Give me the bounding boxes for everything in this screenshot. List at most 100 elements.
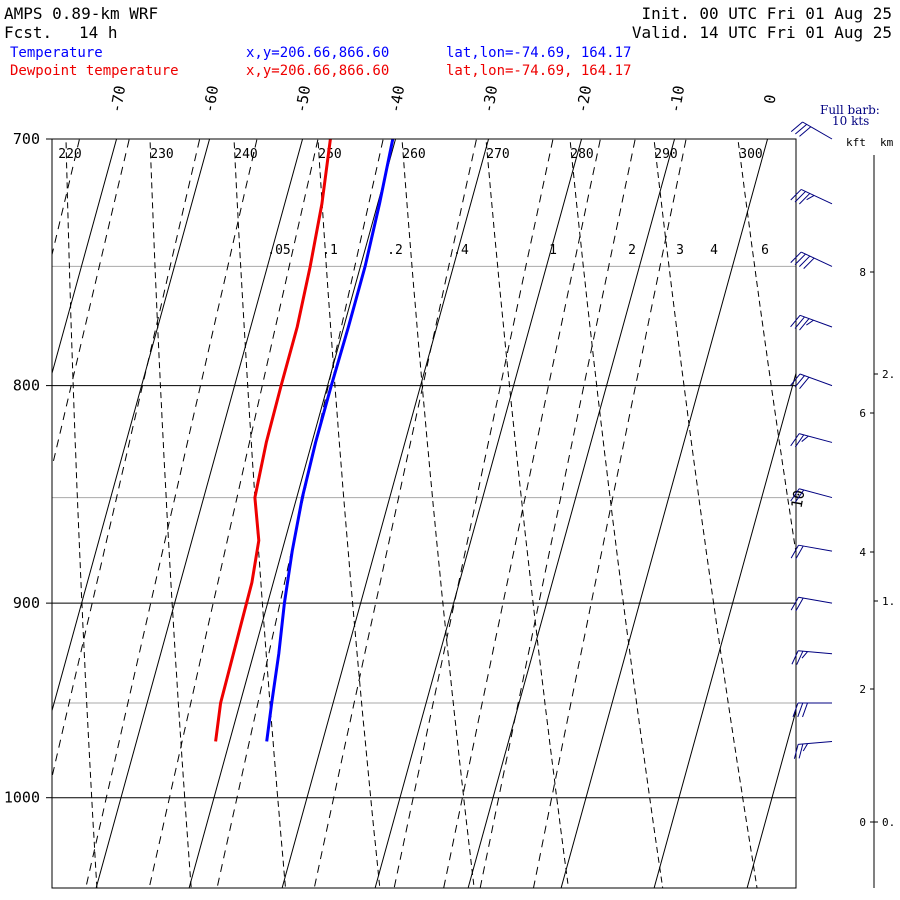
wind-barb-feather [794, 191, 806, 203]
wind-barb [790, 251, 833, 270]
mixing-ratio-label: 1 [549, 243, 557, 258]
wind-barb-feather [806, 319, 814, 326]
wind-barb-feather [790, 488, 800, 502]
barb-legend-line2: 10 kts [832, 114, 869, 128]
pressure-label-1000: 1000 [4, 789, 40, 807]
pressure-label-900: 900 [13, 594, 40, 612]
wind-barb-feather [797, 702, 804, 718]
wind-barb [790, 433, 833, 448]
legend-temperature-latlon: lat,lon=-74.69, 164.17 [446, 45, 632, 61]
plot-frame [51, 138, 797, 889]
wind-barb-feather [795, 545, 804, 560]
dry-adiabat-label: 260 [402, 147, 425, 162]
wind-barb-feather [799, 255, 811, 267]
wind-barb-feather [794, 375, 805, 388]
temperature-profile [265, 139, 395, 742]
forecast-hour: 14 h [79, 23, 118, 42]
legend-temperature-name: Temperature [10, 45, 103, 61]
dry-adiabat-300 [653, 139, 758, 888]
dry-adiabat-270 [401, 139, 475, 888]
isotherm--40 [95, 139, 304, 888]
init-time: Init. 00 UTC Fri 01 Aug 25 [641, 4, 892, 23]
mixing-ratio-1 [313, 139, 478, 888]
isotherm-label: -50 [292, 84, 314, 114]
wind-barb-feather [798, 743, 804, 759]
dry-adiabat-250 [233, 139, 287, 888]
km-label: 2. [882, 368, 895, 381]
mixing-ratio-label: 6 [761, 243, 769, 258]
wind-barb [792, 702, 832, 718]
isotherm--30 [188, 139, 397, 888]
wind-barb-feather [790, 251, 802, 263]
wind-barb-feather [795, 123, 808, 135]
isotherm-30 [746, 708, 796, 888]
mixing-ratio-3 [443, 139, 601, 888]
dry-adiabat-label: 230 [150, 147, 173, 162]
dewpoint-profile [214, 139, 332, 742]
wind-barb [790, 188, 833, 205]
wind-barb [790, 488, 833, 503]
mixing-ratio-0.2 [148, 139, 319, 888]
dry-adiabat-label: 240 [234, 147, 257, 162]
wind-barb-feather [794, 316, 805, 329]
pressure-label-700: 700 [13, 130, 40, 148]
legend-dewpoint-xy: x,y=206.66,866.60 [246, 63, 390, 79]
isotherm--50 [52, 139, 211, 713]
dry-adiabat-label: 270 [486, 147, 509, 162]
mixing-ratio-0.01 [52, 139, 81, 257]
kft-label: 2 [859, 683, 866, 696]
wind-barb-feather [803, 257, 815, 270]
barb-legend-line1: Full barb: [820, 103, 880, 117]
wind-barb [793, 740, 833, 759]
forecast-label: Fcst. [4, 23, 53, 42]
isotherm--10 [374, 139, 583, 888]
wind-barb-staff [799, 433, 833, 443]
wind-barb-feather [791, 650, 799, 665]
wind-barb-feather [801, 435, 809, 442]
isotherm-40 [835, 112, 900, 900]
wind-barb-feather [795, 597, 804, 612]
dry-adiabat-280 [485, 139, 569, 888]
km-units-label: km [880, 136, 894, 149]
wind-barb-feather [790, 433, 800, 447]
wind-barb-feather [801, 651, 808, 659]
wind-barb-feather [794, 253, 806, 265]
isotherm--20 [281, 139, 490, 888]
wind-barb-feather [790, 373, 801, 386]
dry-adiabat-label: 300 [739, 147, 762, 162]
wind-barb [790, 544, 833, 560]
mixing-ratio-6 [532, 139, 687, 888]
mixing-ratio-0.05 [52, 139, 201, 780]
dry-adiabat-label: 290 [654, 147, 677, 162]
mixing-ratio-label: 4 [710, 243, 718, 258]
wind-barb [790, 596, 833, 612]
wind-barb-feather [796, 650, 804, 665]
legend-dewpoint-name: Dewpoint temperature [10, 63, 179, 79]
isotherm-label: 0 [760, 93, 779, 105]
dry-adiabat-label: 250 [318, 147, 341, 162]
wind-barb-feather [806, 195, 815, 201]
isotherm--70 [0, 112, 31, 900]
mixing-ratio-label: 3 [676, 243, 684, 258]
wind-barb-feather [790, 315, 801, 328]
wind-barb [790, 314, 833, 331]
wind-barb-staff [798, 650, 833, 655]
wind-barb-staff [800, 188, 833, 205]
model-title: AMPS 0.89-km WRF [4, 4, 159, 23]
kft-label: 4 [859, 546, 866, 559]
mixing-ratio-2 [393, 139, 554, 888]
wind-barb-feather [794, 434, 805, 448]
mixing-ratio-0.02 [52, 139, 130, 470]
mixing-ratio-4 [479, 139, 636, 888]
wind-barb-feather [802, 743, 809, 752]
wind-barb-staff [798, 544, 833, 552]
dry-adiabat-320 [818, 112, 900, 900]
isotherm-label: 10 [788, 489, 809, 510]
mixing-ratio-label: .2 [387, 243, 403, 258]
isotherm-label: -20 [573, 84, 595, 114]
isotherm-label: -30 [479, 84, 501, 114]
isotherm-20 [653, 371, 796, 888]
dry-adiabat-label: 280 [570, 147, 593, 162]
wind-barb-feather [794, 489, 805, 503]
